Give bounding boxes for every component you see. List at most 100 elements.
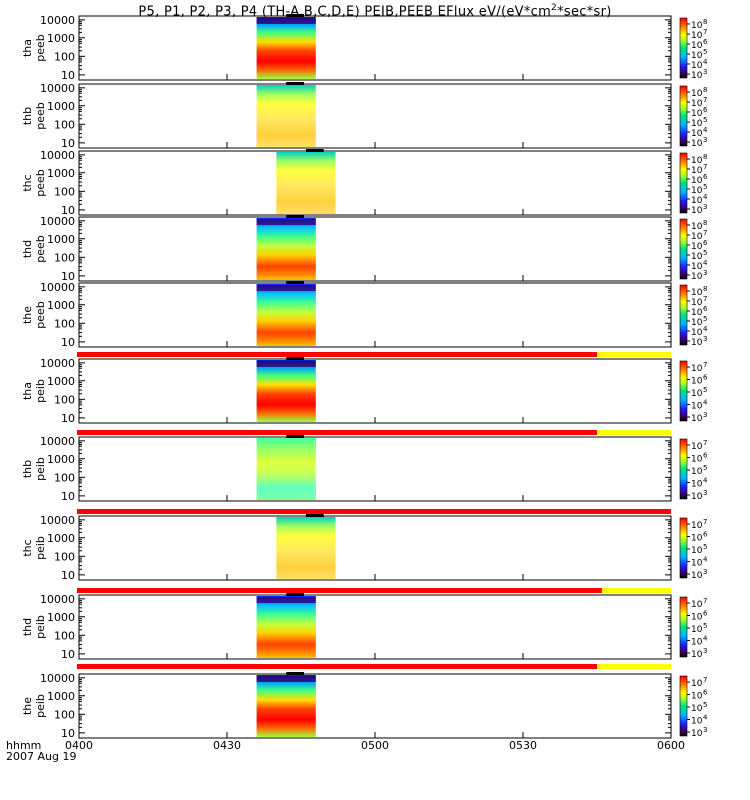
panel-thd-peib-cbar-label: 10 <box>691 625 703 635</box>
panel-the-peib-ytick-label: 1000 <box>47 690 75 703</box>
panel-thb-peib-cbar-exp: 4 <box>703 477 708 485</box>
panel-thb-peeb-cbar-exp: 5 <box>703 116 707 124</box>
panel-thd-peeb-label-line2: peeb <box>34 235 47 263</box>
panel-thd-peib-cbar-exp: 6 <box>703 610 708 618</box>
panel-the-peeb-label-line2: peeb <box>34 301 47 329</box>
panel-thc-peeb-ytick-label: 1000 <box>47 167 75 180</box>
panel-thd-peeb-cbar-exp: 4 <box>703 259 708 267</box>
panel-tha-peeb-cbar-label: 10 <box>691 41 703 51</box>
panel-the-peeb-data <box>256 284 316 346</box>
panel-thd-peeb-ytick-label: 10 <box>61 270 75 283</box>
panel-thb-peeb-ytick-label: 100 <box>54 118 75 131</box>
panel-thb-peeb-label-line2: peeb <box>34 102 47 130</box>
panel-tha-peeb-cbar-label: 10 <box>691 71 703 81</box>
panel-thd-peeb-cbar-exp: 7 <box>703 229 707 237</box>
panel-thc-peeb-cbar-label: 10 <box>691 196 703 206</box>
panel-tha-peib-status-red <box>77 352 597 357</box>
panel-tha-peib-cbar-label: 10 <box>691 389 703 399</box>
panel-tha-peib-cbar-exp: 4 <box>703 399 708 407</box>
panel-tha-peeb-cbar-exp: 7 <box>703 28 707 36</box>
panel-tha-peeb-label-line1: tha <box>21 39 34 57</box>
footer-date-label: 2007 Aug 19 <box>6 750 76 763</box>
panel-the-peib-cbar-exp: 5 <box>703 701 707 709</box>
panel-the-peeb-colorbar <box>679 284 688 346</box>
panel-tha-peeb-label-line2: peeb <box>34 34 47 62</box>
panel-thb-peib-cbar-exp: 3 <box>703 489 707 497</box>
panel-tha-peib-cbar-exp: 6 <box>703 374 708 382</box>
panel-tha-peib-data <box>256 360 316 422</box>
panel-thc-peeb-label-line1: thc <box>21 174 34 191</box>
panel-the-peeb-ytick-label: 100 <box>54 317 75 330</box>
panel-thd-peeb-cbar-exp: 5 <box>703 249 707 257</box>
panel-thd-peib-ytick-label: 1000 <box>47 611 75 624</box>
panel-thc-peib-colorbar <box>679 517 688 579</box>
panel-thd-peeb-frame <box>78 216 672 282</box>
panel-thd-peib-data-band <box>256 597 316 603</box>
panel-tha-peib-cbar-label: 10 <box>691 402 703 412</box>
panel-thb-peeb-cbar-exp: 4 <box>703 126 708 134</box>
panel-thd-peib-cbar-label: 10 <box>691 650 703 660</box>
panel-thd-peeb-data-band <box>256 219 316 225</box>
panel-thb-peib-ytick-label: 10 <box>61 490 75 503</box>
panel-the-peib-cbar-exp: 4 <box>703 714 708 722</box>
panel-the-peeb-cbar-label: 10 <box>691 298 703 308</box>
panel-thc-peeb-cbar-label: 10 <box>691 186 703 196</box>
panel-thd-peeb-cbar-label: 10 <box>691 222 703 232</box>
panel-thb-peib-status-yellow <box>597 430 671 435</box>
panel-the-peib-cbar-label: 10 <box>691 679 703 689</box>
panel-tha-peib-frame <box>78 358 672 424</box>
xtick-label-0530: 0530 <box>509 739 537 752</box>
panel-the-peib-cbar-exp: 7 <box>703 676 707 684</box>
panel-tha-peib-cbar-exp: 3 <box>703 411 707 419</box>
panel-tha-peib-label-line2: peib <box>34 379 47 403</box>
panel-the-peib-frame <box>78 673 672 739</box>
panel-thd-peeb-colorbar <box>679 218 688 280</box>
panel-thd-peeb-label-line1: thd <box>21 240 34 258</box>
panel-thb-peeb-ytick-label: 10000 <box>40 82 75 95</box>
panel-thc-peeb-cbar-exp: 8 <box>703 153 707 161</box>
panel-tha-peeb-cbar-exp: 8 <box>703 18 707 26</box>
panel-tha-peib-cbar-label: 10 <box>691 414 703 424</box>
panel-thb-peeb-label-line1: thb <box>21 107 34 125</box>
panel-the-peeb-cbar-label: 10 <box>691 338 703 348</box>
panel-thc-peib-cbar-label: 10 <box>691 521 703 531</box>
panel-thd-peeb-cbar-label: 10 <box>691 252 703 262</box>
panel-thc-peeb-cbar-label: 10 <box>691 156 703 166</box>
panel-tha-peib-colorbar <box>679 360 688 422</box>
panel-thc-peib-ytick-label: 10 <box>61 569 75 582</box>
panel-thb-peeb-cbar-label: 10 <box>691 139 703 149</box>
panel-thb-peib-colorbar <box>679 438 688 500</box>
panel-the-peeb-cbar-exp: 4 <box>703 325 708 333</box>
panel-tha-peib-cbar-exp: 7 <box>703 361 707 369</box>
panel-thb-peeb-data <box>256 85 316 147</box>
panel-thb-peib-cbar-exp: 6 <box>703 452 708 460</box>
panel-the-peib-status-red <box>77 664 597 669</box>
panel-thd-peeb-ytick-label: 100 <box>54 251 75 264</box>
panel-thb-peeb-cbar-exp: 6 <box>703 106 708 114</box>
panel-tha-peib-cbar-label: 10 <box>691 377 703 387</box>
panel-thb-peeb-frame <box>78 83 672 149</box>
panel-thb-peib-ytick-label: 100 <box>54 471 75 484</box>
panel-thd-peeb-cbar-exp: 6 <box>703 239 708 247</box>
panel-tha-peeb-ytick-label: 1000 <box>47 32 75 45</box>
panel-thd-peib-ytick-label: 10000 <box>40 593 75 606</box>
panel-the-peeb-cbar-label: 10 <box>691 328 703 338</box>
panel-the-peib-cbar-label: 10 <box>691 717 703 727</box>
panel-thc-peib-data <box>276 517 336 579</box>
panel-thc-peeb-cbar-exp: 4 <box>703 193 708 201</box>
panel-tha-peeb-ytick-label: 10 <box>61 69 75 82</box>
panel-the-peeb-ytick-label: 10000 <box>40 281 75 294</box>
panel-thd-peib-cbar-exp: 7 <box>703 597 707 605</box>
panel-thc-peib-frame <box>78 515 672 581</box>
panel-tha-peeb-cbar-label: 10 <box>691 21 703 31</box>
panel-thd-peeb-cbar-label: 10 <box>691 232 703 242</box>
panel-thc-peeb-cbar-label: 10 <box>691 176 703 186</box>
panel-thd-peeb-cbar-label: 10 <box>691 272 703 282</box>
panel-thb-peeb-cbar-exp: 3 <box>703 136 707 144</box>
panel-thd-peeb-cbar-label: 10 <box>691 242 703 252</box>
panel-tha-peeb-ytick-label: 100 <box>54 50 75 63</box>
panel-thb-peib-ytick-label: 10000 <box>40 435 75 448</box>
panel-thd-peeb-cbar-label: 10 <box>691 262 703 272</box>
panel-thb-peib-frame <box>78 436 672 502</box>
